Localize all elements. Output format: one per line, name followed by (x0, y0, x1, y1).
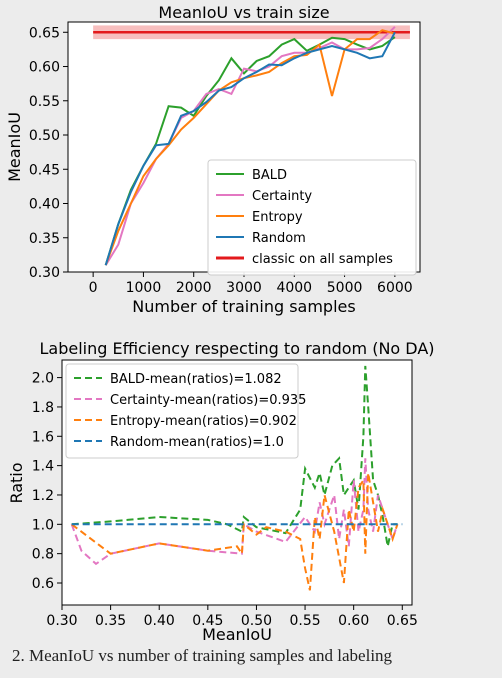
x-tick-label: 0.45 (192, 613, 223, 629)
x-tick-label: 0 (89, 280, 98, 296)
x-axis-label: Number of training samples (132, 297, 355, 316)
legend-box (207, 159, 417, 276)
x-tick-label: 0.55 (289, 613, 320, 629)
y-tick-label: 1.0 (32, 517, 54, 533)
x-tick-label: 0.50 (241, 613, 272, 629)
chart-labeling-efficiency: Labeling Efficiency respecting to random… (7, 339, 435, 640)
legend-label: BALD-mean(ratios)=1.082 (110, 372, 282, 387)
chart-title: MeanIoU vs train size (158, 3, 329, 22)
x-tick-label: 2000 (176, 280, 212, 296)
y-tick-label: 0.40 (29, 197, 60, 213)
y-tick-label: 0.35 (29, 231, 60, 247)
y-tick-label: 0.60 (29, 60, 60, 76)
legend-label: Certainty-mean(ratios)=0.935 (110, 393, 306, 408)
x-tick-label: 3000 (226, 280, 262, 296)
x-tick-label: 0.30 (46, 613, 77, 629)
y-tick-label: 1.8 (32, 400, 54, 416)
y-tick-label: 2.0 (32, 371, 54, 387)
legend-label: classic on all samples (252, 252, 393, 267)
x-tick-label: 6000 (377, 280, 413, 296)
y-tick-label: 1.2 (32, 488, 54, 504)
figure-caption: 2. MeanIoU vs number of training samples… (12, 646, 393, 665)
y-tick-label: 0.45 (29, 162, 60, 178)
chart-meaniou-vs-train-size: MeanIoU vs train size Number of training… (5, 3, 421, 316)
legend-label: Entropy-mean(ratios)=0.902 (110, 414, 297, 429)
series-line-4 (104, 31, 396, 266)
x-tick-label: 0.60 (338, 613, 369, 629)
x-tick-label: 5000 (327, 280, 363, 296)
y-axis-label: MeanIoU (5, 112, 24, 182)
y-tick-label: 0.55 (29, 94, 60, 110)
legend: BALD-mean(ratios)=1.082 Certainty-mean(ra… (65, 363, 306, 459)
x-axis-label: MeanIoU (202, 625, 272, 640)
y-tick-label: 0.8 (32, 547, 54, 563)
legend-label: Random (252, 231, 306, 246)
x-tick-label: 1000 (126, 280, 162, 296)
legend-label: Entropy (252, 210, 303, 225)
x-tick-label: 4000 (276, 280, 312, 296)
chart-title: Labeling Efficiency respecting to random… (39, 339, 434, 358)
series-line-1 (71, 365, 398, 547)
x-tick-label: 0.40 (144, 613, 175, 629)
legend: BALD Certainty Entropy Random classic on all… (207, 159, 417, 276)
legend-label: Certainty (252, 189, 312, 204)
y-tick-label: 1.6 (32, 429, 54, 445)
legend-label: Random-mean(ratios)=1.0 (110, 435, 284, 450)
y-tick-label: 0.6 (32, 576, 54, 592)
legend-box (65, 363, 299, 459)
y-tick-label: 0.30 (29, 265, 60, 281)
x-tick-label: 0.65 (387, 613, 418, 629)
y-tick-label: 0.50 (29, 128, 60, 144)
y-tick-label: 1.4 (32, 459, 54, 475)
legend-label: BALD (252, 168, 287, 183)
series-line-3 (104, 29, 396, 266)
y-tick-label: 0.65 (29, 25, 60, 41)
figure: MeanIoU vs train size Number of training… (5, 3, 435, 640)
x-tick-label: 0.35 (95, 613, 126, 629)
y-axis-label: Ratio (7, 462, 26, 503)
